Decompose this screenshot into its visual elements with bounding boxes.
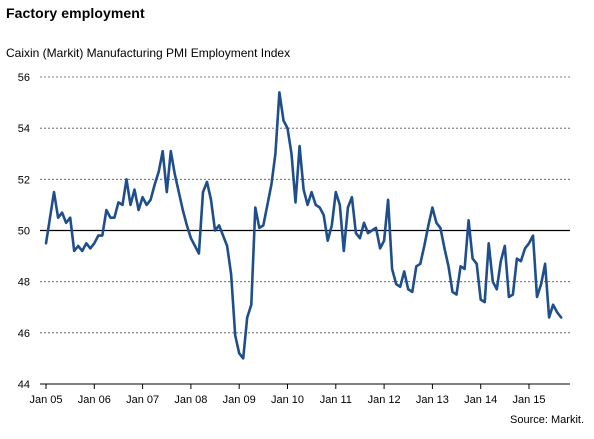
y-tick-label: 52 xyxy=(18,174,30,186)
y-tick-label: 48 xyxy=(18,277,30,289)
x-tick-label: Jan 14 xyxy=(464,394,497,406)
y-tick-label: 56 xyxy=(18,72,30,84)
x-tick-label: Jan 06 xyxy=(78,394,111,406)
y-axis: 44 46 48 50 52 54 56 xyxy=(18,72,30,391)
grid-lines xyxy=(40,76,570,334)
y-tick-label: 46 xyxy=(18,328,30,340)
x-tick-label: Jan 07 xyxy=(126,394,159,406)
y-tick-label: 44 xyxy=(18,379,30,391)
x-tick-label: Jan 12 xyxy=(368,394,401,406)
chart-title: Factory employment xyxy=(6,5,145,21)
x-tick-label: Jan 10 xyxy=(271,394,304,406)
x-tick-label: Jan 09 xyxy=(223,394,256,406)
x-tick-label: Jan 15 xyxy=(512,394,545,406)
y-tick-label: 50 xyxy=(18,226,30,238)
x-tick-label: Jan 05 xyxy=(29,394,62,406)
x-tick-label: Jan 13 xyxy=(416,394,449,406)
chart-subtitle: Caixin (Markit) Manufacturing PMI Employ… xyxy=(6,46,291,60)
x-axis: Jan 05 Jan 06 Jan 07 Jan 08 Jan 09 Jan 10 Jan … xyxy=(29,383,570,406)
series-line-employment-index xyxy=(44,91,563,360)
x-tick-label: Jan 11 xyxy=(320,394,352,406)
x-tick-label: Jan 08 xyxy=(174,394,207,406)
series-layer xyxy=(44,91,563,360)
y-tick-label: 54 xyxy=(18,123,30,135)
source-note: Source: Markit. xyxy=(510,414,584,426)
